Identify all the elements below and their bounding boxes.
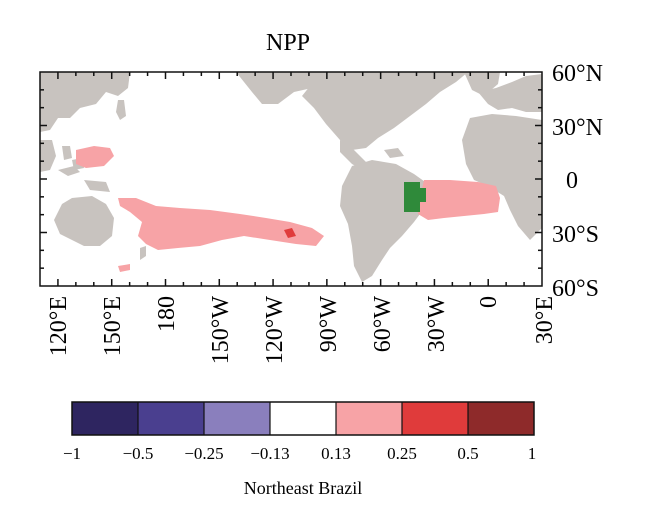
land-africa xyxy=(462,114,542,240)
lat-label-eq: 0 xyxy=(566,168,578,194)
colorbar-frame xyxy=(71,401,535,436)
land-philippines xyxy=(62,146,72,160)
lon-label-0: 0 xyxy=(476,296,502,308)
colorbar-bin-1 xyxy=(72,402,138,435)
colorbar-tick-label: 0.13 xyxy=(321,444,351,463)
colorbar: −1 −0.5 −0.25 −0.13 0.13 0.25 0.5 1 Nort… xyxy=(63,401,537,498)
colorbar-dividers xyxy=(137,402,469,435)
longitude-labels: 120°E 150°E 180 150°W 120°W 90°W 60°W 30… xyxy=(46,296,558,365)
colorbar-bin-3 xyxy=(204,402,270,435)
anomaly-region-south-pacific xyxy=(118,198,324,250)
anomaly-region-small-south xyxy=(118,264,130,272)
land-asia xyxy=(40,72,130,132)
lon-label-120e: 120°E xyxy=(46,296,72,356)
colorbar-bin-2 xyxy=(138,402,204,435)
latitude-labels: 60°N 30°N 0 30°S 60°S xyxy=(552,61,603,302)
land-new-zealand xyxy=(140,246,146,260)
colorbar-bin-4 xyxy=(270,402,336,435)
land-north-america xyxy=(302,72,468,150)
colorbar-tick-label: −0.25 xyxy=(184,444,223,463)
colorbar-bin-6 xyxy=(402,402,468,435)
map-title: NPP xyxy=(266,30,310,56)
colorbar-tick-label: −0.13 xyxy=(250,444,289,463)
colorbar-bin-7 xyxy=(468,402,534,435)
lon-label-150w: 150°W xyxy=(208,296,234,365)
land-australia xyxy=(54,196,114,246)
colorbar-title: Northeast Brazil xyxy=(244,478,362,498)
land-caribbean xyxy=(384,148,404,158)
lat-label-30s: 30°S xyxy=(552,222,599,248)
anomaly-region-strong xyxy=(284,228,296,238)
npp-correlation-regions xyxy=(76,146,500,272)
lat-label-60n: 60°N xyxy=(552,61,603,87)
land-se-asia xyxy=(40,140,56,172)
colorbar-tick-label: 0.5 xyxy=(457,444,478,463)
colorbar-tick-label: 1 xyxy=(528,444,537,463)
lon-label-120w: 120°W xyxy=(262,296,288,365)
lon-label-30w: 30°W xyxy=(424,296,450,353)
anomaly-region-atlantic xyxy=(418,180,500,220)
colorbar-tick-label: −1 xyxy=(63,444,81,463)
lon-label-60w: 60°W xyxy=(370,296,396,353)
land-alaska xyxy=(236,72,330,104)
colorbar-bin-5 xyxy=(336,402,402,435)
map-tick-marks xyxy=(40,72,542,286)
colorbar-tick-label: 0.25 xyxy=(387,444,417,463)
ocean-background xyxy=(40,72,542,286)
anomaly-region-nw-pacific xyxy=(76,146,114,168)
lon-label-30e: 30°E xyxy=(532,296,558,344)
colorbar-tick-label: −0.5 xyxy=(123,444,154,463)
lon-label-90w: 90°W xyxy=(316,296,342,353)
northeast-brazil-region xyxy=(404,182,426,212)
lat-label-60s: 60°S xyxy=(552,276,599,302)
land-europe xyxy=(478,74,542,112)
map-panel xyxy=(39,71,543,287)
land-new-guinea xyxy=(84,180,110,192)
lon-label-180: 180 xyxy=(154,296,180,332)
lon-label-150e: 150°E xyxy=(100,296,126,356)
lat-label-30n: 30°N xyxy=(552,115,603,141)
land-japan xyxy=(116,100,126,120)
